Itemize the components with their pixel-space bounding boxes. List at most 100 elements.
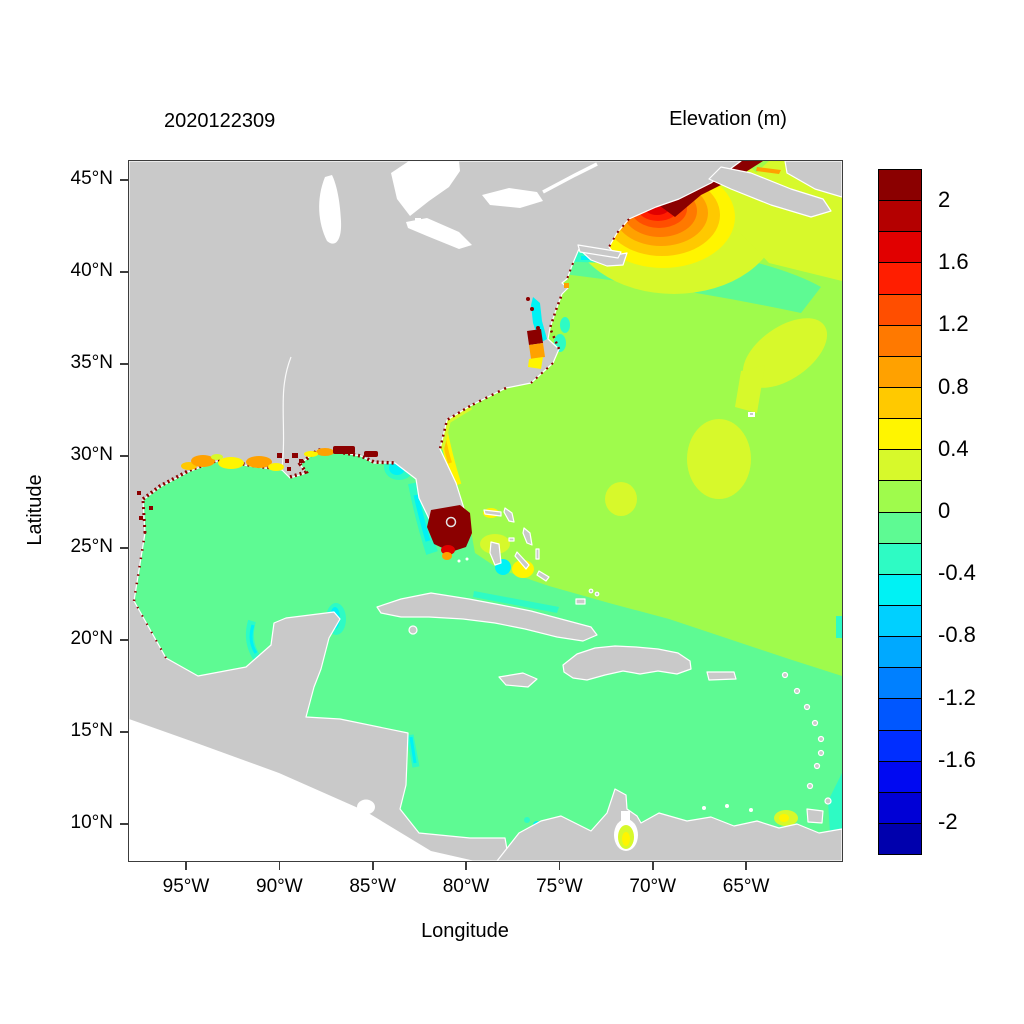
colorbar-cell bbox=[879, 418, 921, 450]
isle-of-youth-land bbox=[408, 625, 418, 635]
colorbar-cell bbox=[879, 386, 921, 419]
colorbar-cell bbox=[879, 822, 921, 855]
colorbar-tick-label: 0 bbox=[938, 498, 951, 523]
x-tick bbox=[278, 862, 281, 870]
colorbar-cell bbox=[879, 293, 921, 325]
keys-dot-1 bbox=[457, 559, 461, 563]
se-corner-aqua bbox=[828, 773, 842, 837]
x-tick-label: 70°W bbox=[629, 876, 677, 897]
right-edge-aqua bbox=[836, 616, 842, 638]
colorbar-cell bbox=[879, 511, 921, 543]
south-america-land bbox=[496, 788, 842, 861]
colorbar-cell bbox=[879, 542, 921, 574]
colorbar-tick-label: -0.4 bbox=[938, 560, 976, 586]
y-tick-label: 40°N bbox=[70, 260, 113, 281]
colorbar-tick-label: 0.8 bbox=[938, 373, 969, 399]
colorbar-cell bbox=[879, 262, 921, 294]
venezuela-isle-2 bbox=[725, 804, 729, 808]
y-tick-label: 25°N bbox=[70, 536, 113, 557]
y-tick bbox=[120, 823, 128, 825]
lake-michigan bbox=[319, 175, 342, 244]
colorbar-cell bbox=[879, 573, 921, 605]
y-axis-label: Latitude bbox=[24, 474, 46, 546]
jamaica-land bbox=[498, 672, 538, 688]
y-tick bbox=[120, 363, 128, 365]
y-tick bbox=[120, 455, 128, 457]
gulf-coast-bays bbox=[137, 446, 378, 520]
variable-title: Elevation (m) bbox=[669, 108, 787, 130]
lake-okeechobee-outline bbox=[445, 516, 457, 528]
y-tick-label: 30°N bbox=[70, 444, 113, 465]
colorbar-cell bbox=[879, 231, 921, 263]
colorbar-cell bbox=[879, 729, 921, 761]
y-tick bbox=[120, 731, 128, 733]
nc-offshore-aqua-1 bbox=[560, 317, 570, 333]
venezuela-isle-1 bbox=[702, 806, 706, 810]
venezuela-isle-3 bbox=[749, 808, 753, 812]
colorbar-tick-label: 1.6 bbox=[938, 249, 969, 275]
elevation-map bbox=[129, 161, 842, 861]
bermuda-island bbox=[750, 413, 753, 415]
pamlico-yellow bbox=[528, 357, 543, 369]
y-tick-label: 10°N bbox=[70, 812, 113, 833]
florida-keys-orange bbox=[442, 552, 452, 560]
colombia-aqua bbox=[524, 817, 530, 823]
hispaniola-land bbox=[562, 645, 692, 681]
x-tick-label: 95°W bbox=[162, 876, 210, 897]
minas-basin-streak bbox=[756, 167, 781, 174]
x-tick-label: 80°W bbox=[442, 876, 490, 897]
chesapeake-speck-3 bbox=[526, 297, 530, 301]
lake-st-clair bbox=[415, 218, 421, 223]
mississippi-river bbox=[281, 356, 292, 469]
colorbar bbox=[878, 169, 922, 855]
atlantic-band-neck bbox=[735, 365, 765, 413]
colorbar-tick-label: -0.8 bbox=[938, 622, 976, 648]
y-tick-label: 20°N bbox=[70, 628, 113, 649]
trinidad-yellow bbox=[779, 814, 789, 822]
colorbar-cell bbox=[879, 480, 921, 512]
puerto-rico-land bbox=[706, 671, 737, 681]
x-tick bbox=[651, 862, 654, 870]
colorbar-cell bbox=[879, 324, 921, 356]
y-tick-label: 45°N bbox=[70, 168, 113, 189]
lake-nicaragua bbox=[357, 799, 375, 815]
y-tick bbox=[120, 639, 128, 641]
ncuba-aqua-strip bbox=[473, 591, 559, 613]
colorbar-cell bbox=[879, 791, 921, 823]
colorbar-cell bbox=[879, 170, 921, 201]
timestamp-title: 2020122309 bbox=[164, 110, 276, 132]
x-axis-label: Longitude bbox=[421, 920, 509, 942]
colorbar-cell bbox=[879, 604, 921, 637]
atlantic-band-spot bbox=[605, 482, 637, 516]
florida-bay-red bbox=[441, 545, 455, 555]
chesapeake-speck-2 bbox=[536, 326, 540, 330]
delaware-bay-orange bbox=[564, 283, 569, 288]
colorbar-tick-label: -1.6 bbox=[938, 746, 976, 772]
south-florida-maxima bbox=[427, 505, 472, 552]
colorbar-cell bbox=[879, 449, 921, 481]
colorbar-cell bbox=[879, 760, 921, 792]
x-tick-label: 90°W bbox=[256, 876, 303, 897]
nantucket-cyan-2 bbox=[581, 256, 593, 260]
x-tick-label: 65°W bbox=[722, 876, 770, 897]
y-tick bbox=[120, 271, 128, 273]
colorbar-tick-label: 1.2 bbox=[938, 311, 969, 337]
lake-erie bbox=[406, 218, 472, 249]
campeche-cyan-arc bbox=[249, 624, 258, 654]
chesapeake-bay-water bbox=[531, 297, 547, 343]
colorbar-tick-label: -1.2 bbox=[938, 684, 976, 710]
y-tick-label: 15°N bbox=[70, 720, 113, 741]
x-tick bbox=[558, 862, 561, 870]
cape-breton-land bbox=[784, 161, 842, 198]
colorbar-cell bbox=[879, 636, 921, 668]
lesser-antilles-islands bbox=[781, 671, 832, 824]
pamlico-darkred bbox=[527, 329, 543, 345]
lake-huron bbox=[391, 161, 460, 216]
cuba-land bbox=[376, 592, 598, 642]
x-tick bbox=[745, 862, 747, 870]
bahamas-islands bbox=[483, 507, 600, 605]
keys-dot-2 bbox=[465, 557, 469, 561]
y-tick bbox=[120, 179, 128, 181]
pacific-outside-domain bbox=[129, 719, 475, 861]
